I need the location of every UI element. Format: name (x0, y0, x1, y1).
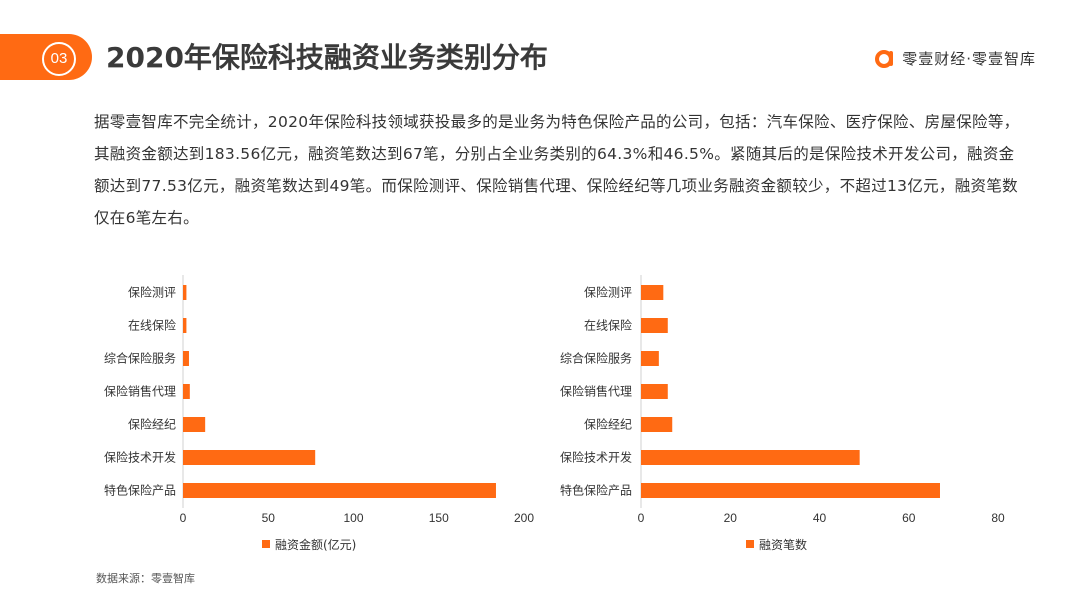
x-tick-label: 80 (991, 511, 1005, 525)
bar-6 (183, 450, 316, 465)
bar-1 (183, 285, 187, 300)
category-label: 保险销售代理 (560, 384, 632, 399)
bar-3 (641, 351, 659, 366)
legend-label: 融资金额(亿元) (275, 537, 356, 552)
x-tick-label: 0 (180, 511, 187, 525)
x-tick-label: 200 (514, 511, 534, 525)
section-number-badge: 03 (42, 42, 76, 76)
category-label: 在线保险 (128, 318, 176, 333)
legend-swatch (262, 540, 270, 548)
bar-7 (641, 483, 940, 498)
bar-7 (183, 483, 496, 498)
bar-5 (183, 417, 206, 432)
x-tick-label: 0 (638, 511, 645, 525)
brand: 零壹财经·零壹智库 (874, 44, 1036, 72)
brand-name: 零壹财经·零壹智库 (902, 49, 1036, 68)
category-label: 特色保险产品 (104, 483, 176, 498)
x-tick-label: 150 (429, 511, 449, 525)
legend-label: 融资笔数 (759, 537, 807, 552)
bar-4 (641, 384, 668, 399)
category-label: 保险测评 (584, 285, 632, 300)
bar-1 (641, 285, 664, 300)
x-tick-label: 50 (262, 511, 276, 525)
x-tick-label: 40 (813, 511, 827, 525)
page-title: 2020年保险科技融资业务类别分布 (106, 41, 548, 74)
bar-6 (641, 450, 860, 465)
category-label: 综合保险服务 (560, 351, 632, 366)
bar-4 (183, 384, 190, 399)
brand-a-logo-icon (875, 50, 894, 68)
bar-2 (183, 318, 187, 333)
category-label: 保险经纪 (584, 417, 632, 432)
category-label: 特色保险产品 (560, 483, 632, 498)
x-tick-label: 20 (724, 511, 738, 525)
data-source-note: 数据来源：零壹智库 (96, 572, 195, 585)
category-label: 保险技术开发 (104, 450, 176, 465)
bar-3 (183, 351, 189, 366)
x-tick-label: 100 (343, 511, 363, 525)
category-label: 保险测评 (128, 285, 176, 300)
bar-2 (641, 318, 668, 333)
intro-paragraph: 据零壹智库不完全统计，2020年保险科技领域获投最多的是业务为特色保险产品的公司… (94, 113, 1020, 227)
category-label: 保险技术开发 (560, 450, 632, 465)
bar-5 (641, 417, 673, 432)
category-label: 在线保险 (584, 318, 632, 333)
category-label: 综合保险服务 (104, 351, 176, 366)
category-label: 保险销售代理 (104, 384, 176, 399)
x-tick-label: 60 (902, 511, 916, 525)
category-label: 保险经纪 (128, 417, 176, 432)
legend-swatch (746, 540, 754, 548)
